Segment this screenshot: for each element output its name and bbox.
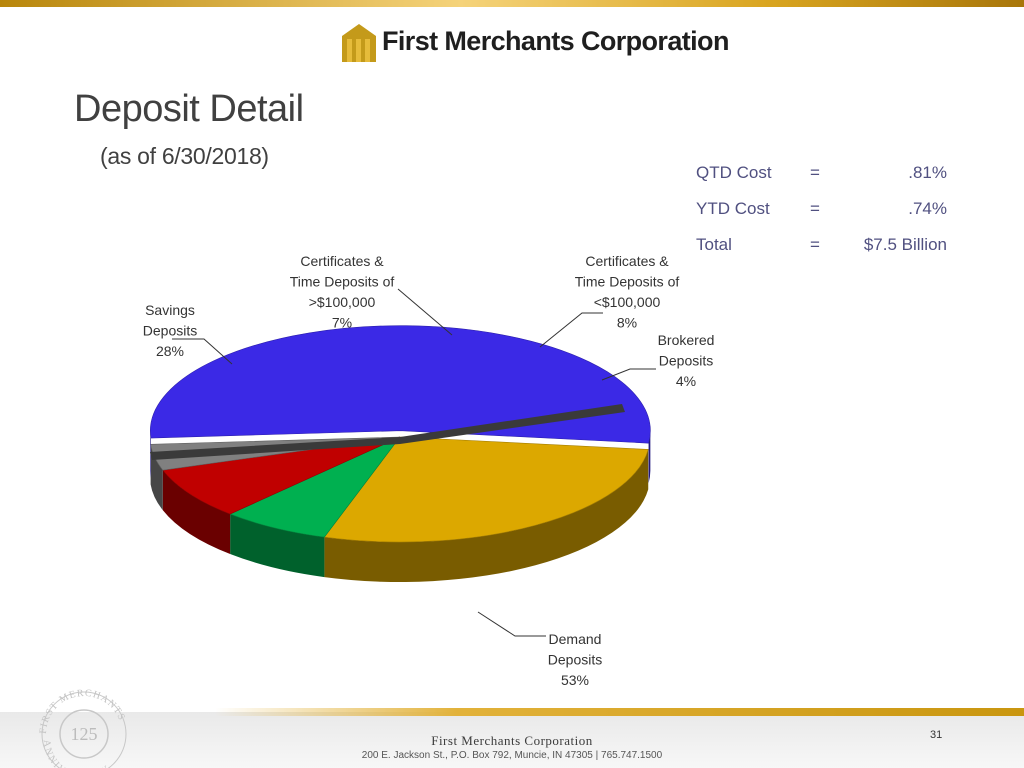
pie-seam [150,404,625,460]
slice-label-text: >$100,000 [309,294,376,310]
stat-row-total: Total = $7.5 Billion [696,235,956,271]
slice-label-2: Certificates & Time Deposits of >$100,000 7… [290,253,453,336]
company-name: First Merchants Corporation [382,26,729,56]
stat-value: .81% [908,163,947,182]
building-logo-icon [342,24,376,62]
slice-label-0: Demand Deposits 53% [477,611,602,688]
slice-label-3: Certificates & Time Deposits of <$100,000 8… [539,253,680,348]
slice-label-text: 4% [676,373,696,389]
footer-company: First Merchants Corporation [431,733,593,748]
leader-line [172,338,233,365]
slice-label-text: Time Deposits of [290,274,395,290]
leader-line [397,288,453,336]
footer-address: 200 E. Jackson St., P.O. Box 792, Muncie… [361,750,663,761]
anniversary-seal-icon: FIRST MERCHANTS ANNIVERSARY 125 [38,688,127,768]
slice-label-text: 28% [156,343,184,359]
company-logo: First Merchants Corporation [338,22,729,66]
footer-band [0,712,1024,768]
slice-label-text: Deposits [143,323,197,339]
slice-label-text: 8% [617,315,637,331]
page-title: Deposit Detail [74,88,304,130]
slice-label-text: Certificates & [585,253,669,269]
leader-line [477,611,546,637]
slice-label-text: 53% [561,672,589,688]
slice-label-text: Deposits [659,353,713,369]
stat-equals: = [810,163,820,182]
pie-slice-side [230,514,325,578]
pie-slice-top [229,436,401,538]
top-gold-bar [0,0,1024,7]
cost-stats: QTD Cost = .81% YTD Cost = .74% Total = … [696,163,956,271]
page-subtitle: (as of 6/30/2018) [100,143,269,169]
stat-value: $7.5 Billion [863,235,947,254]
pie-slice-top [323,436,649,543]
pie-slice-side [162,470,231,555]
slice-label-text: Brokered [658,332,715,348]
pie-slice-top [162,436,401,515]
stat-row-qtd: QTD Cost = .81% [696,163,956,199]
stat-label: YTD Cost [696,199,770,218]
stat-equals: = [810,199,820,218]
slice-label-text: Certificates & [300,253,384,269]
stat-equals: = [810,235,820,254]
slice-label-text: Demand [549,631,602,647]
pie-slice-side [648,430,651,484]
leader-line [539,312,603,348]
pie-slice-2 [229,436,401,578]
slice-label-text: Deposits [548,652,602,668]
leader-line [601,368,656,381]
pie-slice-top [150,325,651,444]
stat-row-ytd: YTD Cost = .74% [696,199,956,235]
page-number: 31 [930,729,943,741]
slice-label-text: Savings [145,302,195,318]
pie-slice-3 [162,436,401,555]
slice-label-4: Brokered Deposits 4% [601,332,715,389]
pie-slice-side [150,444,163,511]
stat-value: .74% [908,199,947,218]
slice-label-1: Savings Deposits 28% [143,302,233,365]
slice-label-text: 7% [332,315,352,331]
seal-number: 125 [71,724,98,744]
footer-gold-stripe [215,708,1024,716]
slice-label-text: Time Deposits of [575,274,680,290]
pie-slice-side [324,449,649,582]
pie-slice-1 [323,436,649,582]
slice-label-text: <$100,000 [594,294,661,310]
stat-label: QTD Cost [696,163,772,182]
stat-label: Total [696,235,732,254]
